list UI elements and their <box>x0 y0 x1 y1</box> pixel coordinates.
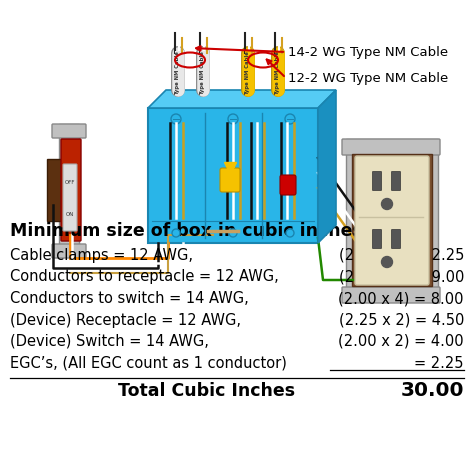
Text: (2.00 x 4) = 8.00: (2.00 x 4) = 8.00 <box>338 291 464 306</box>
Circle shape <box>286 229 294 237</box>
Text: (2.25 x 1) = 2.25: (2.25 x 1) = 2.25 <box>338 248 464 263</box>
FancyBboxPatch shape <box>346 139 438 301</box>
Text: OFF: OFF <box>65 181 75 185</box>
Text: = 2.25: = 2.25 <box>414 356 464 371</box>
Text: Total Cubic Inches: Total Cubic Inches <box>118 382 295 400</box>
Text: Cable clamps = 12 AWG,: Cable clamps = 12 AWG, <box>10 248 193 263</box>
FancyBboxPatch shape <box>61 139 81 241</box>
Text: EGC’s, (All EGC count as 1 conductor): EGC’s, (All EGC count as 1 conductor) <box>10 356 287 371</box>
FancyBboxPatch shape <box>342 287 440 303</box>
Text: (Device) Receptacle = 12 AWG,: (Device) Receptacle = 12 AWG, <box>10 312 241 328</box>
Polygon shape <box>318 90 336 243</box>
FancyBboxPatch shape <box>63 164 77 231</box>
Text: (Device) Switch = 14 AWG,: (Device) Switch = 14 AWG, <box>10 334 209 349</box>
FancyBboxPatch shape <box>52 244 86 258</box>
FancyBboxPatch shape <box>373 229 382 248</box>
FancyBboxPatch shape <box>352 154 432 286</box>
FancyBboxPatch shape <box>52 124 86 138</box>
Circle shape <box>229 229 237 237</box>
Text: 14-2 WG Type NM Cable: 14-2 WG Type NM Cable <box>288 46 448 58</box>
Circle shape <box>172 229 180 237</box>
Circle shape <box>285 114 295 124</box>
Text: (2.00 x 2) = 4.00: (2.00 x 2) = 4.00 <box>338 334 464 349</box>
Text: ON: ON <box>66 212 74 218</box>
Text: Conductors to receptacle = 12 AWG,: Conductors to receptacle = 12 AWG, <box>10 270 279 284</box>
Text: Type NM Cable: Type NM Cable <box>201 51 206 95</box>
FancyBboxPatch shape <box>59 124 79 251</box>
FancyBboxPatch shape <box>148 108 318 243</box>
Polygon shape <box>148 90 336 108</box>
FancyBboxPatch shape <box>47 159 67 221</box>
Text: Type NM Cable: Type NM Cable <box>175 51 181 95</box>
FancyBboxPatch shape <box>280 175 296 195</box>
Circle shape <box>171 114 181 124</box>
Text: Conductors to switch = 14 AWG,: Conductors to switch = 14 AWG, <box>10 291 249 306</box>
Text: Type NM Cable: Type NM Cable <box>246 51 250 95</box>
FancyBboxPatch shape <box>392 172 401 191</box>
FancyBboxPatch shape <box>342 139 440 155</box>
Text: (2.25 x 2) = 4.50: (2.25 x 2) = 4.50 <box>338 312 464 328</box>
Text: 12-2 WG Type NM Cable: 12-2 WG Type NM Cable <box>288 72 448 84</box>
Circle shape <box>228 114 238 124</box>
FancyBboxPatch shape <box>355 156 429 285</box>
Text: Type NM Cable: Type NM Cable <box>275 51 281 95</box>
Circle shape <box>382 256 392 267</box>
Text: 30.00: 30.00 <box>401 381 464 400</box>
FancyBboxPatch shape <box>373 172 382 191</box>
Circle shape <box>382 199 392 210</box>
Text: Minimum size of box in cubic inches:: Minimum size of box in cubic inches: <box>10 222 370 240</box>
FancyBboxPatch shape <box>392 229 401 248</box>
FancyBboxPatch shape <box>220 168 240 192</box>
Text: (2.25 x 4) = 9.00: (2.25 x 4) = 9.00 <box>338 270 464 284</box>
